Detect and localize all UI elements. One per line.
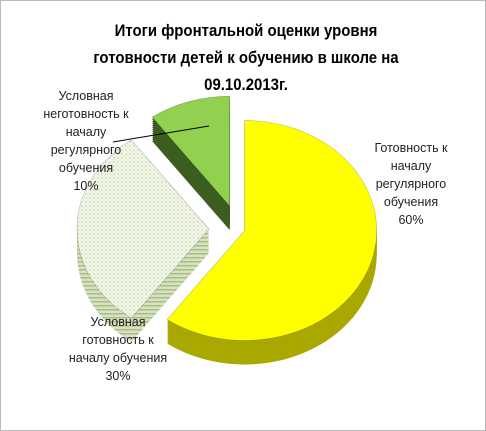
value-label: 10% bbox=[73, 179, 99, 193]
category-label: Условная готовность к началу обучения bbox=[68, 315, 168, 365]
slice bbox=[151, 95, 231, 207]
slice bbox=[166, 120, 377, 341]
slice-label: Готовность к началу регулярного обучения… bbox=[361, 139, 461, 229]
leader-line bbox=[112, 125, 210, 143]
category-label: Готовность к началу регулярного обучения bbox=[374, 141, 448, 209]
slice-label: Условная готовность к началу обучения 30… bbox=[63, 313, 173, 385]
value-label: 30% bbox=[105, 369, 131, 383]
slice bbox=[76, 139, 210, 319]
slice-label: Условная неготовность к началу регулярно… bbox=[31, 87, 141, 195]
chart-title: Итоги фронтальной оценки уровня готовнос… bbox=[93, 21, 399, 94]
value-label: 60% bbox=[398, 213, 424, 227]
category-label: Условная неготовность к началу регулярно… bbox=[43, 89, 129, 175]
